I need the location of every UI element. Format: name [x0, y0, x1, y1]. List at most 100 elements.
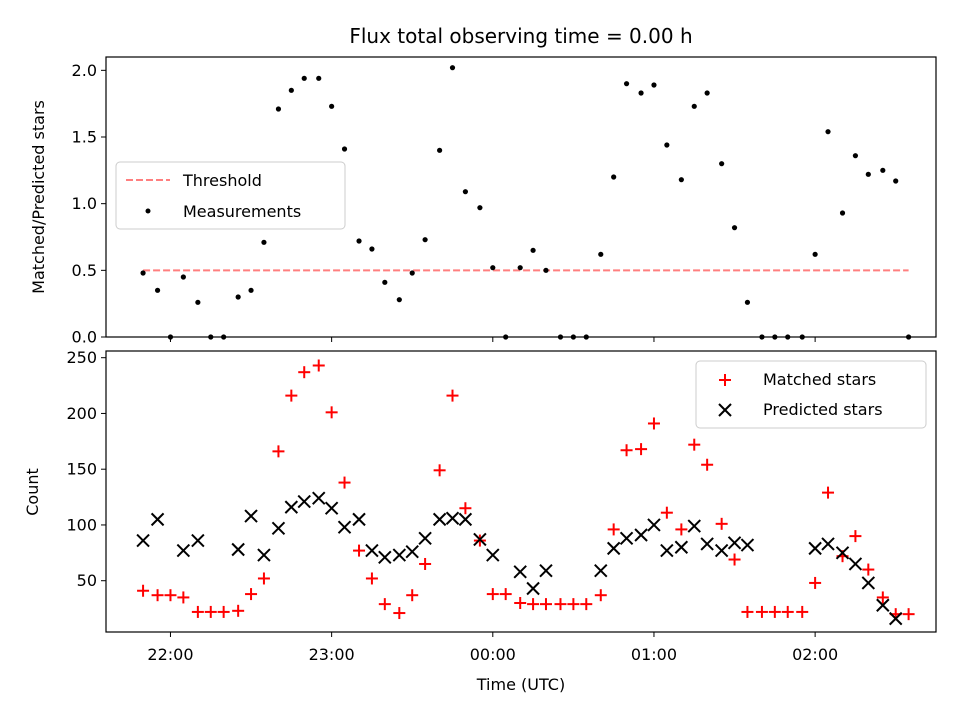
predicted-star-point [606, 541, 621, 556]
matched-star-point [217, 605, 230, 618]
predicted-star-point [714, 543, 729, 558]
matched-star-point [554, 598, 567, 611]
measurement-point [880, 167, 886, 173]
predicted-star-point [136, 533, 150, 548]
predicted-star-point [231, 542, 245, 557]
bottom-y-tick-label: 250 [66, 348, 97, 367]
bottom-x-tick-label: 02:00 [792, 645, 838, 664]
bottom-x-tick-label: 22:00 [147, 645, 193, 664]
measurement-point [893, 178, 899, 184]
matched-star-point [406, 589, 419, 602]
top-y-tick-label: 1.5 [72, 128, 97, 147]
legend-predicted-label: Predicted stars [763, 400, 883, 419]
matched-star-point [660, 506, 673, 519]
matched-star-point [164, 589, 177, 602]
predicted-star-point [378, 550, 392, 564]
matched-star-point [353, 544, 366, 557]
matched-star-point [701, 458, 714, 471]
predicted-star-point [619, 531, 634, 546]
measurement-point [651, 82, 657, 88]
measurement-point [180, 274, 186, 280]
measurement-point [396, 297, 402, 303]
bottom-y-axis-label: Count [23, 468, 42, 516]
predicted-star-point [244, 509, 258, 523]
matched-star-point [312, 359, 325, 372]
matched-star-point [594, 589, 607, 602]
matched-star-point [822, 486, 835, 499]
matched-star-point [675, 523, 688, 536]
measurement-point [731, 225, 738, 231]
predicted-star-point [876, 598, 890, 612]
top-plot-area [140, 65, 912, 340]
bottom-axes-frame [105, 350, 937, 633]
bottom-y-tick-label: 100 [66, 515, 97, 534]
matched-star-point [499, 588, 512, 601]
matched-star-point [285, 389, 298, 402]
predicted-star-point [821, 537, 835, 551]
predicted-star-point [191, 533, 205, 548]
predicted-star-point [352, 512, 366, 527]
measurement-point [140, 270, 146, 276]
top-y-axis-ticks: 0.0 0.5 1.0 1.5 2.0 [72, 61, 106, 347]
predicted-star-point [445, 511, 460, 525]
measurement-point [598, 251, 604, 257]
predicted-star-point [861, 576, 876, 590]
measurement-point [623, 81, 630, 87]
matched-star-point [232, 604, 245, 617]
measurement-point [490, 265, 496, 271]
legend-predicted-swatch [718, 403, 732, 417]
top-x-axis-ticks [169, 337, 816, 342]
predicted-star-point [674, 540, 689, 554]
bottom-x-tick-label: 23:00 [309, 645, 355, 664]
top-axes-frame [105, 56, 937, 338]
matched-star-point [849, 530, 862, 543]
predicted-star-point [835, 546, 850, 560]
matched-star-point [419, 557, 432, 570]
matched-star-point [245, 588, 258, 601]
predicted-star-point [647, 518, 661, 532]
matched-star-point [137, 584, 150, 597]
predicted-star-point [176, 543, 191, 558]
matched-star-point [177, 591, 190, 604]
measurement-point [154, 287, 161, 293]
measurement-point [477, 205, 483, 211]
predicted-star-point [889, 611, 903, 626]
bottom-y-tick-label: 150 [66, 460, 97, 479]
matched-star-point [365, 572, 378, 585]
measurement-point [611, 174, 617, 180]
matched-star-point [755, 605, 768, 618]
matched-star-point [527, 598, 540, 611]
predicted-star-point [727, 536, 742, 550]
predicted-star-point [513, 565, 527, 579]
predicted-star-point [324, 501, 339, 515]
bottom-x-axis-ticks: 22:00 23:00 00:00 01:00 02:00 [147, 632, 838, 664]
top-panel: 0.00.51.01.52.0 Matched/Predicted stars … [29, 56, 937, 347]
predicted-star-point [392, 548, 407, 562]
matched-star-point [607, 523, 620, 536]
matched-star-point [459, 502, 472, 515]
measurement-point [356, 238, 362, 244]
measurement-point [825, 129, 831, 135]
measurement-point [288, 87, 294, 93]
matched-star-point [902, 608, 915, 621]
top-y-tick-label: 0.5 [72, 261, 97, 280]
matched-star-point [768, 605, 781, 618]
predicted-star-point [594, 563, 608, 578]
matched-star-point [338, 476, 351, 489]
matched-star-point [647, 417, 660, 430]
matched-star-point [433, 464, 446, 477]
predicted-star-point [526, 581, 540, 596]
bottom-x-tick-label: 01:00 [631, 645, 677, 664]
legend-threshold-label: Threshold [182, 171, 262, 190]
matched-star-point [620, 444, 633, 457]
bottom-y-tick-label: 200 [66, 404, 97, 423]
measurement-point [437, 147, 443, 153]
matched-star-point [809, 576, 822, 589]
measurement-point [235, 294, 241, 300]
top-legend-box [115, 161, 346, 230]
measurement-point [744, 299, 751, 305]
top-y-tick-label: 0.0 [72, 328, 97, 347]
predicted-star-point [539, 563, 553, 578]
matched-star-point [688, 438, 701, 451]
